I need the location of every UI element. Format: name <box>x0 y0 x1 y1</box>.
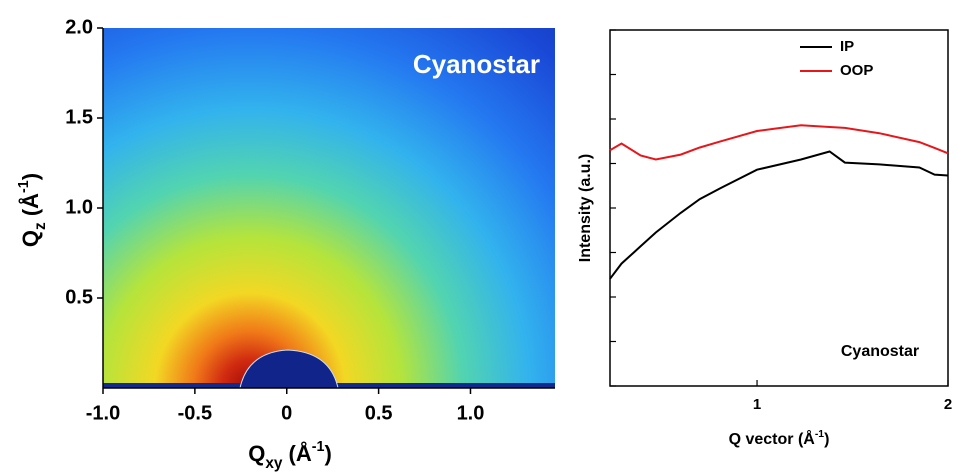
annotation: Cyanostar <box>413 49 540 79</box>
x-tick-label: -0.5 <box>178 402 212 424</box>
legend-label: IP <box>840 38 854 55</box>
x-tick-label: 0 <box>281 402 292 424</box>
axis-title-part: xy <box>265 455 283 472</box>
axis-title: Q vector (Å-1) <box>729 429 830 448</box>
x-tick-label: 1.0 <box>457 402 485 424</box>
axis-title-part: (Å <box>282 440 311 466</box>
axis-title-part: -1 <box>312 439 325 455</box>
axis-title-part: (Å <box>17 193 43 222</box>
axis-title-part: Q <box>18 230 43 247</box>
series-line <box>609 150 949 280</box>
y-tick-label: 1.0 <box>65 196 93 218</box>
axis-title-part: ) <box>824 431 829 448</box>
annotation: Cyanostar <box>841 343 919 360</box>
plot-frame <box>609 29 949 387</box>
chart-layer: -1.0 -0.5 0 0.5 1.0 0.5 1.0 1.5 2.0 Cyanostar Qxy … <box>16 16 952 471</box>
legend-label: OOP <box>840 62 873 79</box>
scattering-image <box>103 28 555 388</box>
beam-stop <box>239 349 339 389</box>
axis-title-part: Q <box>248 441 265 466</box>
axis-title-part: ) <box>324 441 331 466</box>
series-line <box>609 124 949 161</box>
y-tick-label: 0.5 <box>65 286 93 308</box>
axis-title-part: z <box>32 222 49 230</box>
axis-title-part: -1 <box>815 429 824 440</box>
axis-title: Qz (Å-1) <box>16 173 49 247</box>
axis-title: Intensity (a.u.) <box>577 154 594 262</box>
x-tick-label: -1.0 <box>86 402 120 424</box>
axis-title-part: ) <box>18 173 43 180</box>
axis-title-part: Q vector (Å <box>729 429 816 448</box>
x-tick-label: 2 <box>944 396 952 413</box>
axis-title-part: -1 <box>16 180 32 193</box>
axis-title: Qxy (Å-1) <box>248 439 332 472</box>
y-tick-label: 1.5 <box>65 106 93 128</box>
y-tick-label: 2.0 <box>65 16 93 38</box>
x-tick-label: 0.5 <box>365 402 393 424</box>
x-tick-label: 1 <box>753 396 761 413</box>
